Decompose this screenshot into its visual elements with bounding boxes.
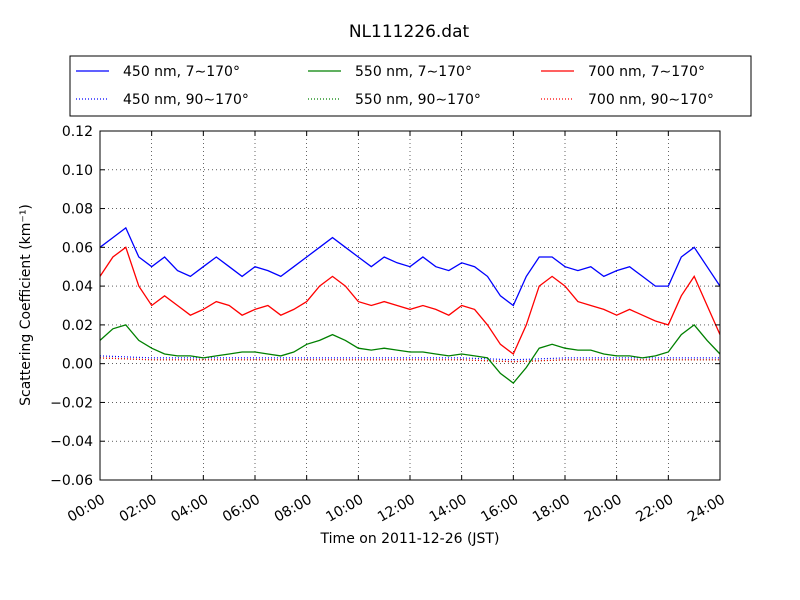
x-tick-label: 18:00	[530, 492, 573, 526]
series-group	[99, 226, 721, 384]
y-axis-label: Scattering Coefficient (km⁻¹)	[18, 204, 34, 406]
y-tick-label: 0.12	[62, 124, 93, 140]
x-tick-label: 16:00	[478, 492, 521, 526]
series-line-5	[99, 357, 720, 363]
series-line-2	[99, 324, 721, 384]
y-tick-label: −0.04	[50, 434, 93, 450]
legend-entry: 700 nm, 7∼170°	[588, 64, 705, 80]
y-tick-label: 0.06	[62, 240, 93, 256]
x-tick-label: 02:00	[117, 492, 160, 526]
x-tick-label: 04:00	[168, 492, 211, 526]
x-tick-label: 10:00	[323, 492, 366, 526]
y-tick-label: 0.00	[62, 357, 93, 373]
series-line-1	[99, 355, 720, 361]
grid	[100, 131, 720, 480]
x-tick-label: 06:00	[220, 492, 263, 526]
legend-entry: 450 nm, 90∼170°	[123, 92, 249, 108]
plot-area	[100, 131, 720, 480]
y-tick-label: 0.02	[62, 318, 93, 334]
legend-entry: 550 nm, 7∼170°	[355, 64, 472, 80]
x-tick-label: 08:00	[272, 492, 315, 526]
x-tick-label: 24:00	[685, 492, 728, 526]
x-tick-label: 14:00	[427, 492, 470, 526]
x-tick-label: 20:00	[582, 492, 625, 526]
series-line-4	[99, 246, 721, 356]
y-tick-label: −0.02	[50, 395, 93, 411]
y-tick-label: 0.08	[62, 202, 93, 218]
legend-entry: 700 nm, 90∼170°	[588, 92, 714, 108]
x-tick-label: 00:00	[65, 492, 108, 526]
y-tick-label: 0.04	[62, 279, 93, 295]
legend-box	[69, 55, 752, 117]
x-tick-label: 12:00	[375, 492, 418, 526]
y-tick-label: 0.10	[62, 163, 93, 179]
legend-entry: 450 nm, 7∼170°	[123, 64, 240, 80]
x-tick-label: 22:00	[633, 492, 676, 526]
x-axis-label: Time on 2011-12-26 (JST)	[320, 531, 500, 547]
series-line-0	[99, 226, 721, 307]
legend: 450 nm, 7∼170° 450 nm, 90∼170° 550 nm, 7∼1…	[76, 64, 714, 108]
chart-title: NL111226.dat	[349, 22, 470, 42]
y-tick-label: −0.06	[50, 473, 93, 489]
legend-entry: 550 nm, 90∼170°	[355, 92, 481, 108]
